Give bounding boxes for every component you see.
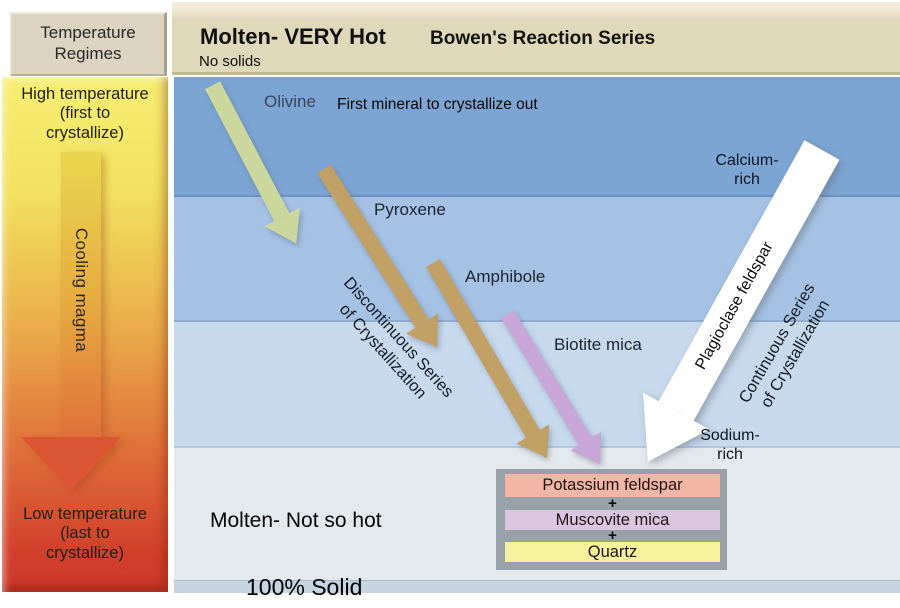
muscovite-mica-box: Muscovite mica [505,510,720,530]
calcium-rich-label: Calcium- rich [715,152,779,189]
plus-sign-1: + [608,495,617,512]
temperature-regimes-line1: Temperature [40,23,136,43]
page-title: Bowen's Reaction Series [430,28,656,49]
molten-very-hot-label: Molten- VERY Hot [200,24,386,49]
quartz-box: Quartz [505,542,720,562]
reaction-series-panel: Olivine First mineral to crystallize out… [174,77,900,593]
no-solids-label: No solids [199,53,261,70]
molten-not-so-hot-label: Molten- Not so hot [210,509,382,532]
olivine-label: Olivine [264,92,316,111]
sodium-rich-label: Sodium- rich [700,427,760,464]
cooling-magma-arrow-head [21,437,121,491]
potassium-feldspar-box: Potassium feldspar [505,474,720,497]
first-mineral-note: First mineral to crystallize out [337,96,538,113]
plus-sign-2: + [608,527,617,544]
cooling-magma-label: Cooling magma [72,227,91,353]
temperature-regimes-header: Temperature Regimes [10,12,167,76]
amphibole-label: Amphibole [465,267,546,286]
temperature-regimes-line2: Regimes [54,44,122,63]
high-temperature-label: High temperature (first to crystallize) [21,85,149,142]
pyroxene-label: Pyroxene [374,200,446,219]
temperature-gradient-bar: High temperature (first to crystallize) … [2,77,168,592]
header-band: Molten- VERY Hot Bowen's Reaction Series… [172,2,900,75]
solid-100-label: 100% Solid [246,574,363,600]
solid-boundary-strip [174,580,900,593]
low-temperature-label: Low temperature (last to crystallize) [23,505,147,562]
biotite-mica-label: Biotite mica [554,335,642,354]
